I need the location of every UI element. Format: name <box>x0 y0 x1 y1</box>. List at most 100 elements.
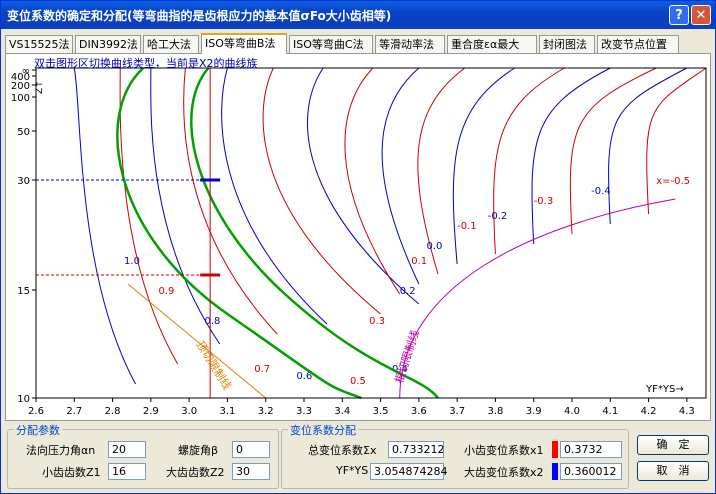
x1-label: 小齿变位系数x1 <box>464 444 544 457</box>
x-curve-label: -0.1 <box>457 221 477 232</box>
x-curve <box>119 67 179 365</box>
tab-pitch-point[interactable]: 改变节点位置 <box>597 35 679 53</box>
x-tick-label: 4.0 <box>564 406 580 417</box>
tab-din3992[interactable]: DIN3992法 <box>75 35 141 53</box>
x-curve-label: 0.6 <box>296 371 312 382</box>
x2-color-swatch <box>552 463 558 480</box>
help-button[interactable]: ? <box>669 5 689 25</box>
cancel-button[interactable]: 取 消 <box>637 461 709 481</box>
x-curve-label: 0.5 <box>350 376 366 387</box>
tab-iso-c[interactable]: ISO等弯曲C法 <box>289 35 373 53</box>
y-tick-label: 10 <box>17 394 30 405</box>
window-title: 变位系数的确定和分配(等弯曲指的是齿根应力的基本值σFo大小齿相等) <box>7 9 392 23</box>
x1-field[interactable]: 0.3732 <box>560 441 622 458</box>
total-shift-label: 总变位系数Σx <box>308 444 377 457</box>
z1-field[interactable]: 16 <box>108 463 146 480</box>
title-bar: 变位系数的确定和分配(等弯曲指的是齿根应力的基本值σFo大小齿相等) ? ✕ <box>1 1 715 29</box>
x-curve <box>417 67 466 275</box>
x-curve-label: x=-0.5 <box>656 176 690 187</box>
x-curve <box>608 67 688 225</box>
x-tick-label: 3.7 <box>449 406 465 417</box>
x-tick-label: 2.8 <box>105 406 121 417</box>
x-tick-label: 3.2 <box>258 406 274 417</box>
y-tick-label: ∞ <box>22 66 30 77</box>
x-tick-label: 4.1 <box>602 406 618 417</box>
yfys-label: YF*YS <box>336 464 369 477</box>
undercut-label: 根切限制线 <box>392 328 422 385</box>
helix-angle-field[interactable]: 0 <box>232 441 270 458</box>
x-curve-label: 0.2 <box>400 286 416 297</box>
y-tick-label: 30 <box>17 176 30 187</box>
x-tick-label: 4.2 <box>641 406 657 417</box>
y-tick-label: 200 <box>11 81 30 92</box>
total-shift-field[interactable]: 0.733212 <box>388 441 445 458</box>
x2-field[interactable]: 0.360012 <box>560 463 622 480</box>
x-curve-label: -0.4 <box>591 186 611 197</box>
y-tick-label: 400 <box>11 72 30 83</box>
helix-angle-label: 螺旋角β <box>178 444 219 457</box>
x1-color-swatch <box>552 441 558 458</box>
alloc-group-label: 分配参数 <box>14 422 62 438</box>
x-curve <box>150 67 221 345</box>
x-curve <box>569 67 657 235</box>
y-tick-label: 100 <box>11 93 30 104</box>
tab-vs15525[interactable]: VS15525法 <box>5 35 73 53</box>
x-tick-label: 4.3 <box>679 406 695 417</box>
x-curve <box>306 67 420 305</box>
chart-panel[interactable]: 1.0 0.9 0.8 0.7 0.6 0.5 0.4 0.3 0.2 0.1 0.0 -0.1 -0.… <box>5 53 711 421</box>
x-curve-label: 0.7 <box>254 364 270 375</box>
x-tick-label: 3.3 <box>296 406 312 417</box>
tip-cut-line <box>127 283 267 399</box>
tab-equal-slide[interactable]: 等滑动率法 <box>375 35 445 53</box>
x2-label: 大齿变位系数x2 <box>464 466 544 479</box>
x-tick-label: 3.8 <box>487 406 503 417</box>
tab-contact-ratio[interactable]: 重合度εα最大 <box>447 35 537 53</box>
x-curve-label: 0.0 <box>427 241 443 252</box>
x-curve-label: 1.0 <box>124 256 140 267</box>
z2-label: 大齿齿数Z2 <box>166 466 225 479</box>
x-curve <box>183 67 278 335</box>
x-tick-label: 2.6 <box>28 406 44 417</box>
x-curve <box>73 67 136 385</box>
x-curve <box>493 67 565 255</box>
pressure-angle-label: 法向压力角αn <box>26 444 96 457</box>
x-curve <box>452 67 515 265</box>
ok-button[interactable]: 确 定 <box>637 435 709 455</box>
z2-field[interactable]: 30 <box>232 463 270 480</box>
x-curve-label: 0.8 <box>204 316 220 327</box>
x-tick-label: 3.4 <box>334 406 350 417</box>
shift-group-label: 变位系数分配 <box>288 422 358 438</box>
yfys-field[interactable]: 3.054874284 <box>370 463 447 480</box>
x-curve <box>646 67 707 215</box>
alloc-group: 分配参数 法向压力角αn 20 螺旋角β 0 小齿齿数Z1 16 大齿齿数Z2 … <box>7 422 279 489</box>
x-tick-label: 2.7 <box>66 406 82 417</box>
x-curve <box>344 67 401 295</box>
tab-iso-b[interactable]: ISO等弯曲B法 <box>201 33 287 54</box>
y-tick-label: 50 <box>17 127 30 138</box>
x-curve-label: 0.4 <box>392 364 408 375</box>
x-tick-label: 3.1 <box>219 406 235 417</box>
x-curve-label: 0.1 <box>411 256 427 267</box>
shift-group: 变位系数分配 总变位系数Σx 0.733212 YF*YS 3.05487428… <box>281 422 629 489</box>
y-tick-label: 15 <box>17 286 30 297</box>
x2-curve-chart[interactable]: 1.0 0.9 0.8 0.7 0.6 0.5 0.4 0.3 0.2 0.10.0 -0.1 -0.… <box>6 54 710 420</box>
tab-closed-chart[interactable]: 封闭图法 <box>539 35 595 53</box>
z1-label: 小齿齿数Z1 <box>42 466 101 479</box>
x-curve-label: -0.3 <box>534 196 554 207</box>
x-curve-label: 0.3 <box>369 316 385 327</box>
close-button[interactable]: ✕ <box>691 5 711 25</box>
x-curve-label: 0.9 <box>159 286 175 297</box>
x-curve <box>221 67 328 325</box>
x-curve <box>262 67 381 315</box>
x-curve <box>381 67 420 285</box>
pressure-angle-field[interactable]: 20 <box>108 441 146 458</box>
x2-green-curve <box>190 67 439 399</box>
x-curve-label: -0.2 <box>488 211 508 222</box>
tip-cut-label: 顶切限制线 <box>193 338 234 392</box>
x-tick-label: 3.0 <box>181 406 197 417</box>
chart-hint: 双击图形区切换曲线类型，当前是X2的曲线族 <box>34 56 258 70</box>
x1-green-curve <box>116 67 362 400</box>
tab-hit[interactable]: 哈工大法 <box>143 35 199 53</box>
x-axis-label: YF*YS→ <box>645 384 684 395</box>
